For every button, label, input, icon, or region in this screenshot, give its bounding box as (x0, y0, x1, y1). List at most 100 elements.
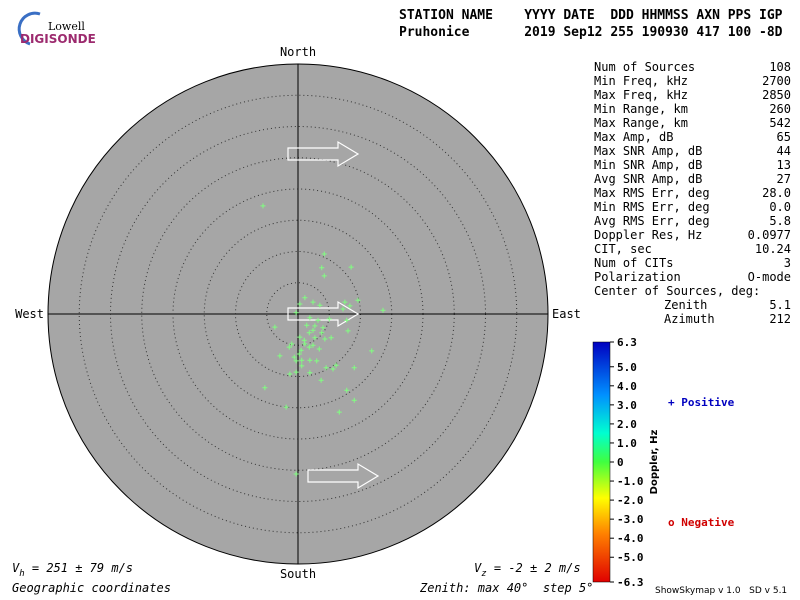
colorbar (592, 341, 611, 583)
source-point (320, 325, 326, 331)
source-point (302, 341, 308, 347)
stat-value: 0.0 (769, 200, 791, 214)
source-point (293, 471, 299, 477)
source-point (321, 273, 327, 279)
source-point (299, 357, 305, 363)
source-point (298, 347, 304, 353)
stat-value: 3 (784, 256, 791, 270)
colorbar-tick-label: -4.0 (617, 532, 644, 545)
stat-label: Max Range, km (594, 116, 688, 130)
colorbar-tick-label: 5.0 (617, 361, 637, 374)
source-point (296, 351, 302, 357)
source-point (293, 358, 299, 364)
stat-value: 28.0 (762, 186, 791, 200)
stat-value: 13 (777, 158, 791, 172)
source-point (340, 306, 346, 312)
source-point (322, 336, 328, 342)
center-title: Center of Sources, deg: (594, 284, 760, 298)
zenith-info: Zenith: max 40° step 5° (419, 581, 593, 595)
stat-value: 10.24 (755, 242, 791, 256)
colorbar-tick-label: -5.0 (617, 551, 644, 564)
positive-legend: + Positive (668, 396, 735, 409)
source-point (286, 344, 292, 350)
source-point (315, 317, 321, 323)
center-value: 212 (769, 312, 791, 326)
colorbar-tick-label: -1.0 (617, 475, 644, 488)
logo-bottom: DIGISONDE (20, 32, 96, 46)
source-point (316, 346, 322, 352)
stat-value: 260 (769, 102, 791, 116)
vz: Vz = -2 ± 2 m/s (474, 561, 581, 579)
source-point (345, 328, 351, 334)
source-point (301, 337, 307, 343)
stat-value: 108 (769, 60, 791, 74)
source-point (323, 365, 329, 371)
stat-label: Min Range, km (594, 102, 688, 116)
stat-value: O-mode (748, 270, 791, 284)
logo-top: Lowell (48, 20, 85, 33)
source-point (297, 334, 303, 340)
center-label: Zenith (664, 298, 707, 312)
stat-label: Max Freq, kHz (594, 88, 688, 102)
stat-value: 65 (777, 130, 791, 144)
source-point (293, 310, 299, 316)
colorbar-tick-label: -2.0 (617, 494, 644, 507)
colorbar-tick-label: 4.0 (617, 380, 637, 393)
source-point (297, 301, 303, 307)
source-point (306, 330, 312, 336)
source-point (293, 369, 299, 375)
source-point (291, 354, 297, 360)
source-point (319, 265, 325, 271)
source-point (336, 409, 342, 415)
source-point (302, 295, 308, 301)
stat-label: Max Amp, dB (594, 130, 673, 144)
source-point (277, 353, 283, 359)
source-point (306, 344, 312, 350)
colorbar-tick-label: 1.0 (617, 437, 637, 450)
source-point (319, 330, 325, 336)
source-point (307, 315, 313, 321)
colorbar-label: Doppler, Hz (649, 430, 660, 495)
center-label: Azimuth (664, 312, 715, 326)
source-point (312, 335, 318, 341)
colorbar-tick-label: 0 (617, 456, 624, 469)
source-point (289, 341, 295, 347)
source-point (307, 370, 313, 376)
source-point (272, 324, 278, 330)
stat-value: 0.0977 (748, 228, 791, 242)
logo-swoosh (17, 11, 41, 46)
plot: North South East West (15, 45, 581, 581)
stat-label: CIT, sec (594, 242, 652, 256)
stat-label: Max RMS Err, deg (594, 186, 710, 200)
source-point (333, 362, 339, 368)
source-point (328, 335, 334, 341)
stat-label: Num of CITs (594, 256, 673, 270)
direction-label: East (552, 307, 581, 321)
source-point (310, 342, 316, 348)
source-point (310, 327, 316, 333)
direction-label: South (280, 567, 316, 581)
source-point (318, 377, 324, 383)
source-point (380, 307, 386, 313)
source-point (348, 264, 354, 270)
source-point (347, 303, 353, 309)
stat-label: Num of Sources (594, 60, 695, 74)
stat-label: Avg RMS Err, deg (594, 214, 710, 228)
stat-value: 2700 (762, 74, 791, 88)
source-point (342, 299, 348, 305)
source-point (351, 397, 357, 403)
source-point (260, 203, 266, 209)
source-point (312, 323, 318, 329)
source-point (304, 322, 310, 328)
velocity-arrow (287, 140, 360, 168)
stat-label: Min Freq, kHz (594, 74, 688, 88)
colorbar-tick-label: -6.3 (617, 576, 644, 589)
source-point (330, 366, 336, 372)
source-point (287, 371, 293, 377)
stat-value: 2850 (762, 88, 791, 102)
stat-value: 27 (777, 172, 791, 186)
colorbar-tick-label: 2.0 (617, 418, 637, 431)
vh: Vh = 251 ± 79 m/s (12, 561, 133, 579)
source-point (344, 317, 350, 323)
